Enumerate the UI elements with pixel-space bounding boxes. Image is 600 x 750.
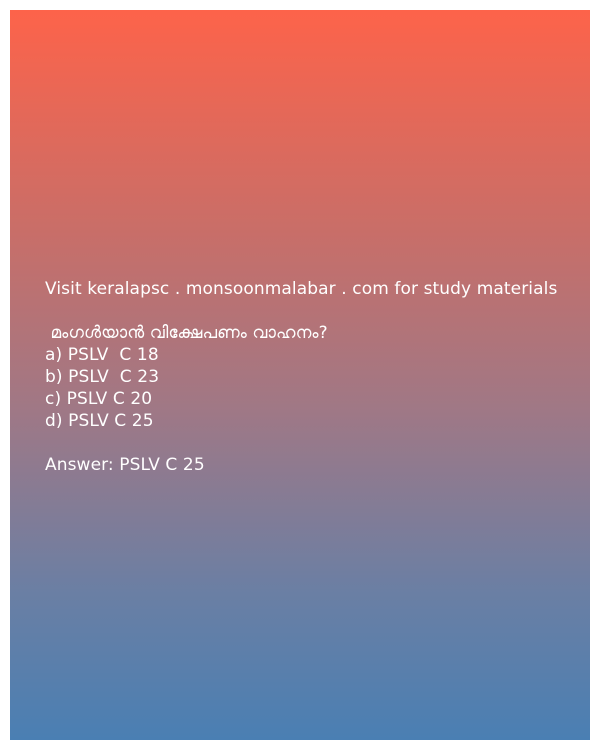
spacer: [45, 300, 585, 322]
answer-text: Answer: PSLV C 25: [45, 455, 205, 475]
option-c: c) PSLV C 20: [45, 389, 153, 409]
quiz-card: Visit keralapsc . monsoonmalabar . com f…: [10, 10, 590, 740]
promo-text: Visit keralapsc . monsoonmalabar . com f…: [45, 279, 558, 299]
quiz-content: Visit keralapsc . monsoonmalabar . com f…: [45, 278, 585, 476]
spacer: [45, 432, 585, 454]
option-d: d) PSLV C 25: [45, 411, 154, 431]
option-b: b) PSLV C 23: [45, 367, 160, 387]
question-text: മംഗൾയാൻ വിക്ഷേപണം വാഹനം?: [45, 323, 328, 343]
option-a: a) PSLV C 18: [45, 345, 159, 365]
